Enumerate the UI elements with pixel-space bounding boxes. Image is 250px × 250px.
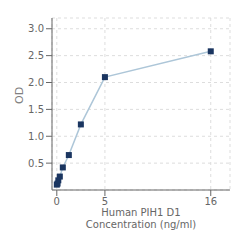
svg-text:0.5: 0.5 bbox=[28, 158, 44, 169]
svg-text:2.0: 2.0 bbox=[28, 77, 44, 88]
svg-text:5: 5 bbox=[102, 196, 108, 207]
svg-text:1.5: 1.5 bbox=[28, 104, 44, 115]
svg-text:2.5: 2.5 bbox=[28, 50, 44, 61]
svg-text:1.0: 1.0 bbox=[28, 131, 44, 142]
svg-text:Human PIH1 D1Concentration (ng: Human PIH1 D1Concentration (ng/ml) bbox=[86, 207, 196, 230]
svg-text:3.0: 3.0 bbox=[28, 23, 44, 34]
svg-text:16: 16 bbox=[204, 196, 217, 207]
svg-text:0: 0 bbox=[54, 196, 60, 207]
svg-text:OD: OD bbox=[13, 87, 26, 104]
